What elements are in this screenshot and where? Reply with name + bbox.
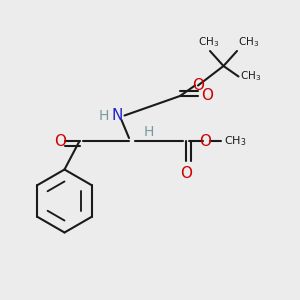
Text: O: O	[192, 78, 204, 93]
Text: H: H	[98, 109, 109, 122]
Text: O: O	[200, 134, 211, 148]
Text: CH$_3$: CH$_3$	[238, 36, 260, 50]
Text: O: O	[180, 166, 192, 181]
Text: N: N	[111, 108, 123, 123]
Text: CH$_3$: CH$_3$	[240, 70, 261, 83]
Text: O: O	[202, 88, 214, 104]
Text: H: H	[144, 125, 154, 139]
Text: CH$_3$: CH$_3$	[198, 36, 219, 50]
Text: O: O	[54, 134, 66, 148]
Text: CH$_3$: CH$_3$	[224, 134, 246, 148]
